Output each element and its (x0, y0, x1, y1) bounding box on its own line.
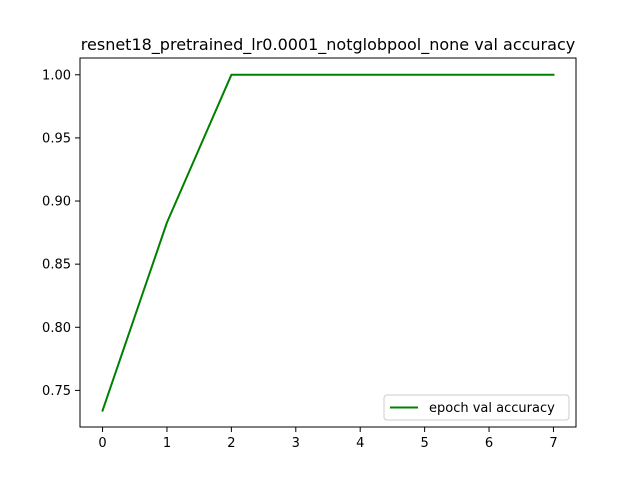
x-tick-label: 3 (292, 436, 300, 451)
series-line-0 (101, 73, 555, 412)
legend-box (383, 394, 570, 421)
axes-frame (79, 57, 577, 428)
plot-background (80, 58, 576, 427)
x-tick-label: 4 (356, 436, 364, 451)
x-tick-label: 1 (163, 436, 171, 451)
legend: epoch val accuracy (383, 394, 570, 421)
legend-label-epoch-val-accuracy: epoch val accuracy (429, 401, 555, 416)
y-tick-label: 0.95 (42, 131, 71, 146)
x-tick-label: 6 (485, 436, 493, 451)
x-tick-label: 0 (98, 436, 106, 451)
axes-layer: 0 1 2 3 4 5 6 7 0.75 0.80 0.85 0.90 0.95 1.00 (42, 57, 577, 451)
y-tick-label: 0.90 (42, 195, 71, 210)
y-tick-label: 0.75 (42, 384, 71, 399)
series-layer (101, 73, 555, 412)
x-tick-label: 7 (549, 436, 557, 451)
y-tick-label: 0.80 (42, 321, 71, 336)
chart-title: resnet18_pretrained_lr0.0001_notglobpool… (81, 35, 575, 55)
y-tick-label: 0.85 (42, 258, 71, 273)
plot-area: 0 1 2 3 4 5 6 7 0.75 0.80 0.85 0.90 0.95 1.00 (42, 57, 577, 451)
x-tick-label: 5 (420, 436, 428, 451)
x-tick-label: 2 (227, 436, 235, 451)
y-tick-label: 1.00 (42, 68, 71, 83)
